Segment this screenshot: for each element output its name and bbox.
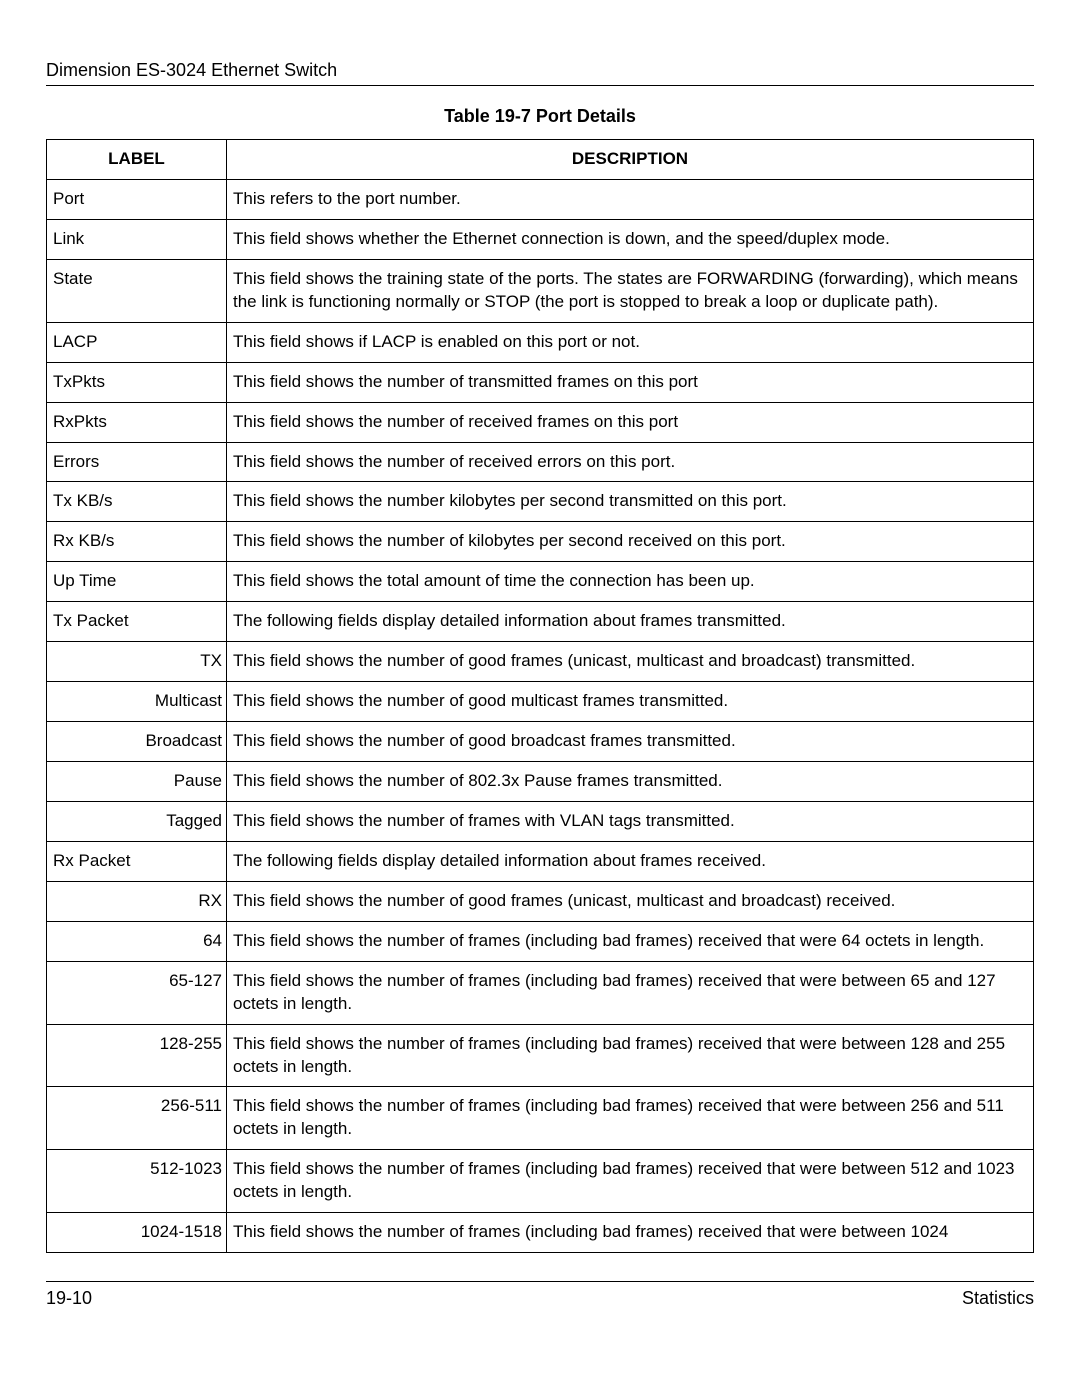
table-row: RXThis field shows the number of good fr… [47, 881, 1034, 921]
row-label: RX [47, 881, 227, 921]
row-description: This field shows the number kilobytes pe… [227, 482, 1034, 522]
row-label: TxPkts [47, 362, 227, 402]
row-description: This field shows the number of frames wi… [227, 801, 1034, 841]
row-label: Rx KB/s [47, 522, 227, 562]
table-row: PauseThis field shows the number of 802.… [47, 762, 1034, 802]
table-row: Tx PacketThe following fields display de… [47, 602, 1034, 642]
row-description: This field shows the number of frames (i… [227, 1213, 1034, 1253]
table-row: PortThis refers to the port number. [47, 179, 1034, 219]
table-row: Up TimeThis field shows the total amount… [47, 562, 1034, 602]
row-label: Pause [47, 762, 227, 802]
row-description: The following fields display detailed in… [227, 841, 1034, 881]
table-row: TaggedThis field shows the number of fra… [47, 801, 1034, 841]
row-label: 256-511 [47, 1087, 227, 1150]
row-label: TX [47, 642, 227, 682]
table-caption: Table 19-7 Port Details [46, 106, 1034, 127]
row-description: This field shows if LACP is enabled on t… [227, 322, 1034, 362]
row-label: 65-127 [47, 961, 227, 1024]
row-label: Tagged [47, 801, 227, 841]
table-row: LinkThis field shows whether the Etherne… [47, 219, 1034, 259]
row-label: 512-1023 [47, 1150, 227, 1213]
row-label: RxPkts [47, 402, 227, 442]
row-description: This field shows the number of frames (i… [227, 1087, 1034, 1150]
table-row: LACPThis field shows if LACP is enabled … [47, 322, 1034, 362]
document-title: Dimension ES-3024 Ethernet Switch [46, 60, 337, 80]
table-row: MulticastThis field shows the number of … [47, 682, 1034, 722]
table-row: BroadcastThis field shows the number of … [47, 722, 1034, 762]
document-footer: 19-10 Statistics [46, 1281, 1034, 1309]
row-description: This field shows the number of good fram… [227, 642, 1034, 682]
table-row: 65-127This field shows the number of fra… [47, 961, 1034, 1024]
row-description: This field shows the number of frames (i… [227, 921, 1034, 961]
row-description: This field shows the number of received … [227, 402, 1034, 442]
row-description: This field shows the number of good fram… [227, 881, 1034, 921]
table-row: 64This field shows the number of frames … [47, 921, 1034, 961]
row-label: Tx KB/s [47, 482, 227, 522]
table-row: 128-255This field shows the number of fr… [47, 1024, 1034, 1087]
row-label: 128-255 [47, 1024, 227, 1087]
row-description: This field shows the number of good broa… [227, 722, 1034, 762]
row-description: This field shows the number of received … [227, 442, 1034, 482]
table-row: Tx KB/sThis field shows the number kilob… [47, 482, 1034, 522]
row-description: This field shows the number of 802.3x Pa… [227, 762, 1034, 802]
table-row: TXThis field shows the number of good fr… [47, 642, 1034, 682]
row-label: Up Time [47, 562, 227, 602]
row-description: This field shows whether the Ethernet co… [227, 219, 1034, 259]
row-label: 64 [47, 921, 227, 961]
table-row: 512-1023This field shows the number of f… [47, 1150, 1034, 1213]
row-label: Broadcast [47, 722, 227, 762]
table-row: ErrorsThis field shows the number of rec… [47, 442, 1034, 482]
row-label: Rx Packet [47, 841, 227, 881]
table-row: 256-511This field shows the number of fr… [47, 1087, 1034, 1150]
table-row: StateThis field shows the training state… [47, 259, 1034, 322]
table-row: RxPktsThis field shows the number of rec… [47, 402, 1034, 442]
row-description: This field shows the training state of t… [227, 259, 1034, 322]
row-description: This field shows the number of kilobytes… [227, 522, 1034, 562]
table-header-row: LABEL DESCRIPTION [47, 140, 1034, 180]
row-label: State [47, 259, 227, 322]
table-row: 1024-1518This field shows the number of … [47, 1213, 1034, 1253]
row-label: Errors [47, 442, 227, 482]
row-label: Multicast [47, 682, 227, 722]
row-label: LACP [47, 322, 227, 362]
row-description: This field shows the total amount of tim… [227, 562, 1034, 602]
page-number: 19-10 [46, 1288, 92, 1309]
row-description: The following fields display detailed in… [227, 602, 1034, 642]
row-description: This field shows the number of frames (i… [227, 1024, 1034, 1087]
row-description: This field shows the number of frames (i… [227, 1150, 1034, 1213]
column-header-description: DESCRIPTION [227, 140, 1034, 180]
row-label: Link [47, 219, 227, 259]
section-name: Statistics [962, 1288, 1034, 1309]
table-row: Rx PacketThe following fields display de… [47, 841, 1034, 881]
row-label: Tx Packet [47, 602, 227, 642]
row-label: Port [47, 179, 227, 219]
table-row: TxPktsThis field shows the number of tra… [47, 362, 1034, 402]
table-row: Rx KB/sThis field shows the number of ki… [47, 522, 1034, 562]
document-header: Dimension ES-3024 Ethernet Switch [46, 60, 1034, 86]
port-details-table: LABEL DESCRIPTION PortThis refers to the… [46, 139, 1034, 1253]
row-description: This refers to the port number. [227, 179, 1034, 219]
row-label: 1024-1518 [47, 1213, 227, 1253]
row-description: This field shows the number of frames (i… [227, 961, 1034, 1024]
column-header-label: LABEL [47, 140, 227, 180]
row-description: This field shows the number of transmitt… [227, 362, 1034, 402]
row-description: This field shows the number of good mult… [227, 682, 1034, 722]
